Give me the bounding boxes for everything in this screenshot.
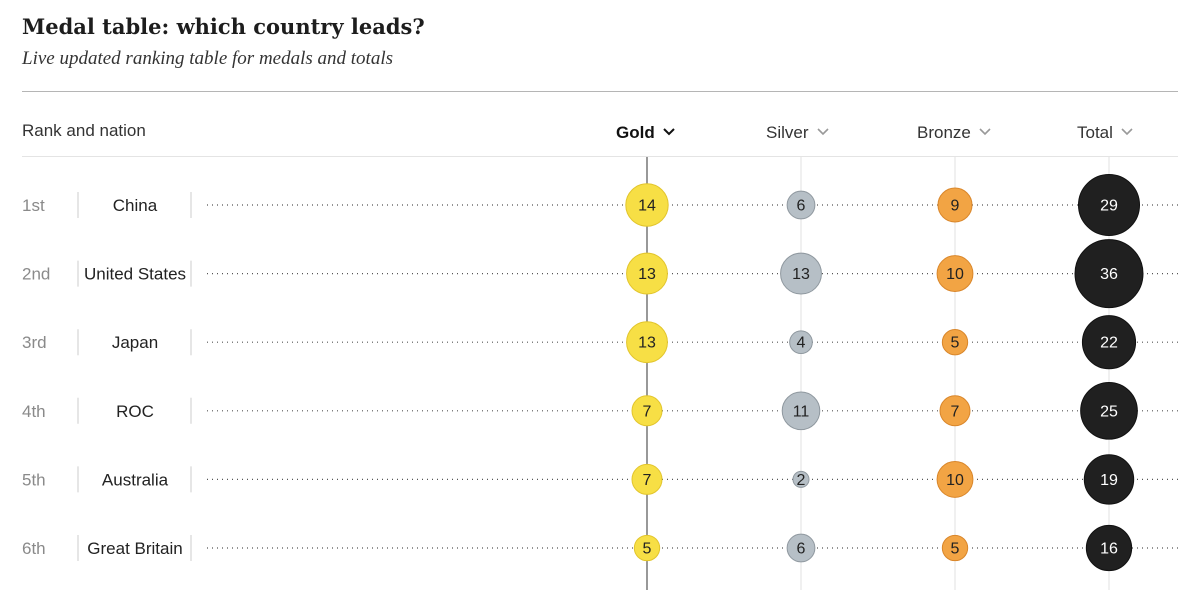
- chevron-down-icon: [816, 121, 829, 141]
- gold-medal-circle: [625, 183, 669, 227]
- total-value-label: 16: [1100, 541, 1118, 558]
- rank-label: 1st: [22, 196, 45, 215]
- silver-header-label: Silver: [766, 123, 809, 142]
- silver-medal-circle: [789, 330, 813, 355]
- bronze-value-label: 7: [951, 403, 960, 420]
- bronze-header-label: Bronze: [917, 123, 971, 142]
- total-header-label: Total: [1077, 123, 1113, 142]
- rank-label: 5th: [22, 470, 46, 489]
- top-divider: [22, 91, 1178, 92]
- total-medal-circle: [1081, 315, 1137, 370]
- nation-label: China: [113, 196, 158, 215]
- rank-label: 4th: [22, 402, 46, 421]
- total-column-header[interactable]: Total: [1077, 121, 1133, 143]
- total-medal-circle: [1077, 173, 1141, 237]
- rank-label: 3rd: [22, 333, 47, 352]
- gold-medal-circle: [626, 321, 668, 364]
- silver-value-label: 4: [797, 335, 806, 352]
- bronze-value-label: 5: [951, 541, 960, 558]
- gold-value-label: 14: [638, 198, 656, 215]
- nation-label: United States: [84, 265, 186, 284]
- bronze-medal-circle: [937, 187, 973, 223]
- nation-label: Australia: [102, 470, 169, 489]
- total-medal-circle: [1080, 381, 1138, 440]
- silver-value-label: 13: [792, 266, 810, 283]
- total-medal-circle: [1085, 524, 1133, 572]
- silver-medal-circle: [786, 533, 816, 563]
- bronze-value-label: 9: [951, 198, 960, 215]
- chart-subtitle: Live updated ranking table for medals an…: [22, 48, 394, 69]
- header-divider: [22, 156, 1178, 157]
- rank-nation-header: Rank and nation: [22, 121, 146, 140]
- gold-header-label: Gold: [616, 123, 655, 142]
- gold-column-header[interactable]: Gold: [616, 121, 675, 143]
- gold-value-label: 7: [643, 403, 652, 420]
- bronze-medal-circle: [941, 329, 969, 356]
- bronze-medal-circle: [939, 395, 971, 427]
- gold-medal-circle: [633, 534, 661, 562]
- total-value-label: 36: [1100, 266, 1118, 283]
- gold-medal-circle: [631, 463, 663, 495]
- total-value-label: 25: [1100, 403, 1118, 420]
- silver-medal-circle: [792, 470, 810, 488]
- nation-label: Japan: [112, 333, 158, 352]
- gold-value-label: 5: [643, 541, 652, 558]
- total-medal-circle: [1074, 239, 1144, 309]
- silver-medal-circle: [780, 252, 822, 295]
- bronze-value-label: 5: [951, 335, 960, 352]
- silver-column-header[interactable]: Silver: [766, 121, 829, 143]
- silver-medal-circle: [786, 190, 816, 220]
- bronze-medal-circle: [941, 534, 969, 562]
- bronze-value-label: 10: [946, 472, 964, 489]
- rank-label: 6th: [22, 539, 46, 558]
- chevron-down-icon: [663, 121, 675, 141]
- silver-value-label: 6: [797, 541, 806, 558]
- silver-medal-circle: [781, 391, 821, 431]
- gold-value-label: 13: [638, 335, 656, 352]
- chart-title: Medal table: which country leads?: [22, 14, 425, 39]
- gold-value-label: 13: [638, 266, 656, 283]
- bronze-medal-circle: [936, 460, 974, 498]
- rank-label: 2nd: [22, 265, 50, 284]
- gold-medal-circle: [631, 395, 663, 427]
- nation-label: Great Britain: [87, 539, 182, 558]
- gold-medal-circle: [626, 252, 668, 295]
- silver-value-label: 11: [793, 403, 810, 420]
- nation-label: ROC: [116, 402, 154, 421]
- silver-value-label: 2: [797, 472, 806, 489]
- silver-value-label: 6: [797, 198, 806, 215]
- total-medal-circle: [1083, 454, 1135, 505]
- total-value-label: 29: [1100, 198, 1118, 215]
- chevron-down-icon: [979, 121, 991, 141]
- total-value-label: 19: [1100, 472, 1118, 489]
- bronze-medal-circle: [936, 255, 974, 293]
- chevron-down-icon: [1121, 121, 1133, 141]
- total-value-label: 22: [1100, 335, 1118, 352]
- bronze-value-label: 10: [946, 266, 964, 283]
- bronze-column-header[interactable]: Bronze: [917, 121, 991, 143]
- gold-value-label: 7: [643, 472, 652, 489]
